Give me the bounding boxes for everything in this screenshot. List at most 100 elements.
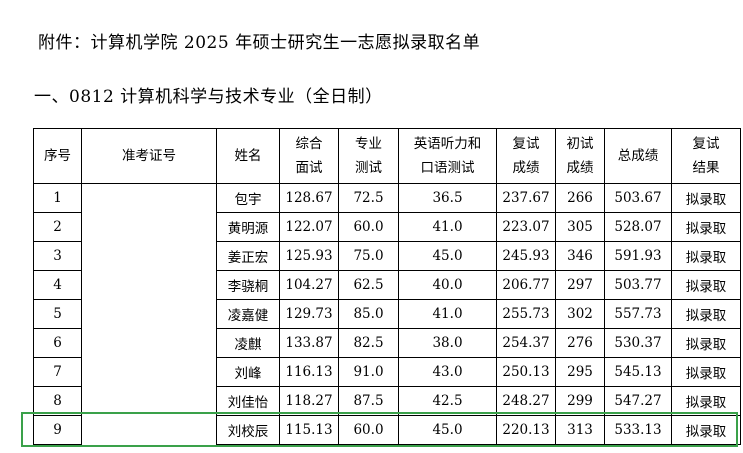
cell-id <box>81 270 217 300</box>
cell-retest: 245.93 <box>496 241 556 271</box>
cell-retest: 223.07 <box>496 212 556 242</box>
column-header-line: 综合 <box>295 136 323 152</box>
table-row: 3 姜正宏 125.93 75.0 45.0 245.93 346 591.93 拟录取 <box>33 241 741 271</box>
cell-result: 拟录取 <box>671 357 741 387</box>
column-header-line: 测试 <box>355 160 382 176</box>
cell-major: 91.0 <box>338 357 399 387</box>
cell-english: 45.0 <box>398 415 497 445</box>
cell-retest: 254.37 <box>496 328 556 358</box>
column-header-line: 总成绩 <box>617 148 659 164</box>
column-header: 准考证号 <box>81 128 217 184</box>
cell-id <box>81 241 217 271</box>
cell-no: 7 <box>33 357 82 387</box>
cell-name: 刘佳怡 <box>216 386 280 416</box>
admission-table: 序号 准考证号 姓名 综合 面试 专业 测试 英语听力和 口语测试 复试 成绩 初试 成绩 总成绩 复试 结果… <box>33 128 741 445</box>
cell-english: 41.0 <box>398 299 497 329</box>
cell-english: 38.0 <box>398 328 497 358</box>
cell-total: 503.67 <box>604 183 672 213</box>
cell-total: 547.27 <box>604 386 672 416</box>
column-header-line: 复试 <box>692 136 720 152</box>
table-row: 4 李骁桐 104.27 62.5 40.0 206.77 297 503.77 拟录取 <box>33 270 741 300</box>
cell-total: 591.93 <box>604 241 672 271</box>
cell-result: 拟录取 <box>671 212 741 242</box>
cell-result: 拟录取 <box>671 415 741 445</box>
cell-retest: 220.13 <box>496 415 556 445</box>
cell-english: 43.0 <box>398 357 497 387</box>
cell-interview: 115.13 <box>279 415 339 445</box>
cell-total: 533.13 <box>604 415 672 445</box>
cell-no: 3 <box>33 241 82 271</box>
cell-total: 557.73 <box>604 299 672 329</box>
cell-prelim: 346 <box>555 241 605 271</box>
column-header: 总成绩 <box>604 128 672 184</box>
cell-interview: 133.87 <box>279 328 339 358</box>
column-header: 英语听力和 口语测试 <box>398 128 497 184</box>
cell-major: 62.5 <box>338 270 399 300</box>
cell-name: 姜正宏 <box>216 241 280 271</box>
table-header-row: 序号 准考证号 姓名 综合 面试 专业 测试 英语听力和 口语测试 复试 成绩 初试 成绩 总成绩 复试 结果 <box>33 128 741 184</box>
cell-total: 503.77 <box>604 270 672 300</box>
cell-no: 9 <box>33 415 82 445</box>
column-header-line: 结果 <box>692 160 720 176</box>
cell-result: 拟录取 <box>671 241 741 271</box>
cell-interview: 125.93 <box>279 241 339 271</box>
cell-total: 545.13 <box>604 357 672 387</box>
column-header: 序号 <box>33 128 82 184</box>
cell-interview: 116.13 <box>279 357 339 387</box>
cell-no: 5 <box>33 299 82 329</box>
cell-no: 6 <box>33 328 82 358</box>
column-header: 姓名 <box>216 128 280 184</box>
cell-prelim: 276 <box>555 328 605 358</box>
cell-id <box>81 183 217 213</box>
table-row: 7 刘峰 116.13 91.0 43.0 250.13 295 545.13 拟录取 <box>33 357 741 387</box>
cell-prelim: 299 <box>555 386 605 416</box>
cell-english: 40.0 <box>398 270 497 300</box>
table-row: 6 凌麒 133.87 82.5 38.0 254.37 276 530.37 拟录取 <box>33 328 741 358</box>
cell-id <box>81 386 217 416</box>
column-header-line: 序号 <box>44 148 71 164</box>
cell-no: 8 <box>33 386 82 416</box>
cell-prelim: 305 <box>555 212 605 242</box>
column-header: 复试 成绩 <box>496 128 556 184</box>
cell-id <box>81 328 217 358</box>
cell-interview: 128.67 <box>279 183 339 213</box>
table-row: 2 黄明源 122.07 60.0 41.0 223.07 305 528.07 拟录取 <box>33 212 741 242</box>
column-header-line: 口语测试 <box>420 160 475 176</box>
cell-name: 李骁桐 <box>216 270 280 300</box>
cell-interview: 122.07 <box>279 212 339 242</box>
section-heading: 一、0812 计算机科学与技术专业（全日制） <box>34 87 383 107</box>
cell-retest: 248.27 <box>496 386 556 416</box>
cell-major: 85.0 <box>338 299 399 329</box>
column-header-line: 准考证号 <box>122 148 176 164</box>
column-header-line: 成绩 <box>512 160 540 176</box>
cell-english: 41.0 <box>398 212 497 242</box>
table-row: 9 刘校辰 115.13 60.0 45.0 220.13 313 533.13 拟录取 <box>33 415 741 445</box>
column-header-line: 专业 <box>355 136 382 152</box>
cell-id <box>81 299 217 329</box>
cell-name: 刘峰 <box>216 357 280 387</box>
cell-result: 拟录取 <box>671 299 741 329</box>
column-header-line: 成绩 <box>566 160 594 176</box>
column-header-line: 复试 <box>512 136 540 152</box>
cell-total: 530.37 <box>604 328 672 358</box>
cell-major: 60.0 <box>338 212 399 242</box>
column-header: 初试 成绩 <box>555 128 605 184</box>
cell-major: 72.5 <box>338 183 399 213</box>
table-row: 5 凌嘉健 129.73 85.0 41.0 255.73 302 557.73 拟录取 <box>33 299 741 329</box>
cell-no: 1 <box>33 183 82 213</box>
cell-name: 刘校辰 <box>216 415 280 445</box>
cell-name: 凌嘉健 <box>216 299 280 329</box>
cell-major: 75.0 <box>338 241 399 271</box>
cell-prelim: 313 <box>555 415 605 445</box>
cell-result: 拟录取 <box>671 386 741 416</box>
cell-english: 45.0 <box>398 241 497 271</box>
cell-retest: 255.73 <box>496 299 556 329</box>
column-header: 专业 测试 <box>338 128 399 184</box>
cell-interview: 129.73 <box>279 299 339 329</box>
cell-id <box>81 357 217 387</box>
document-title: 附件：计算机学院 2025 年硕士研究生一志愿拟录取名单 <box>38 33 481 53</box>
cell-prelim: 297 <box>555 270 605 300</box>
cell-name: 包宇 <box>216 183 280 213</box>
cell-prelim: 302 <box>555 299 605 329</box>
cell-name: 凌麒 <box>216 328 280 358</box>
